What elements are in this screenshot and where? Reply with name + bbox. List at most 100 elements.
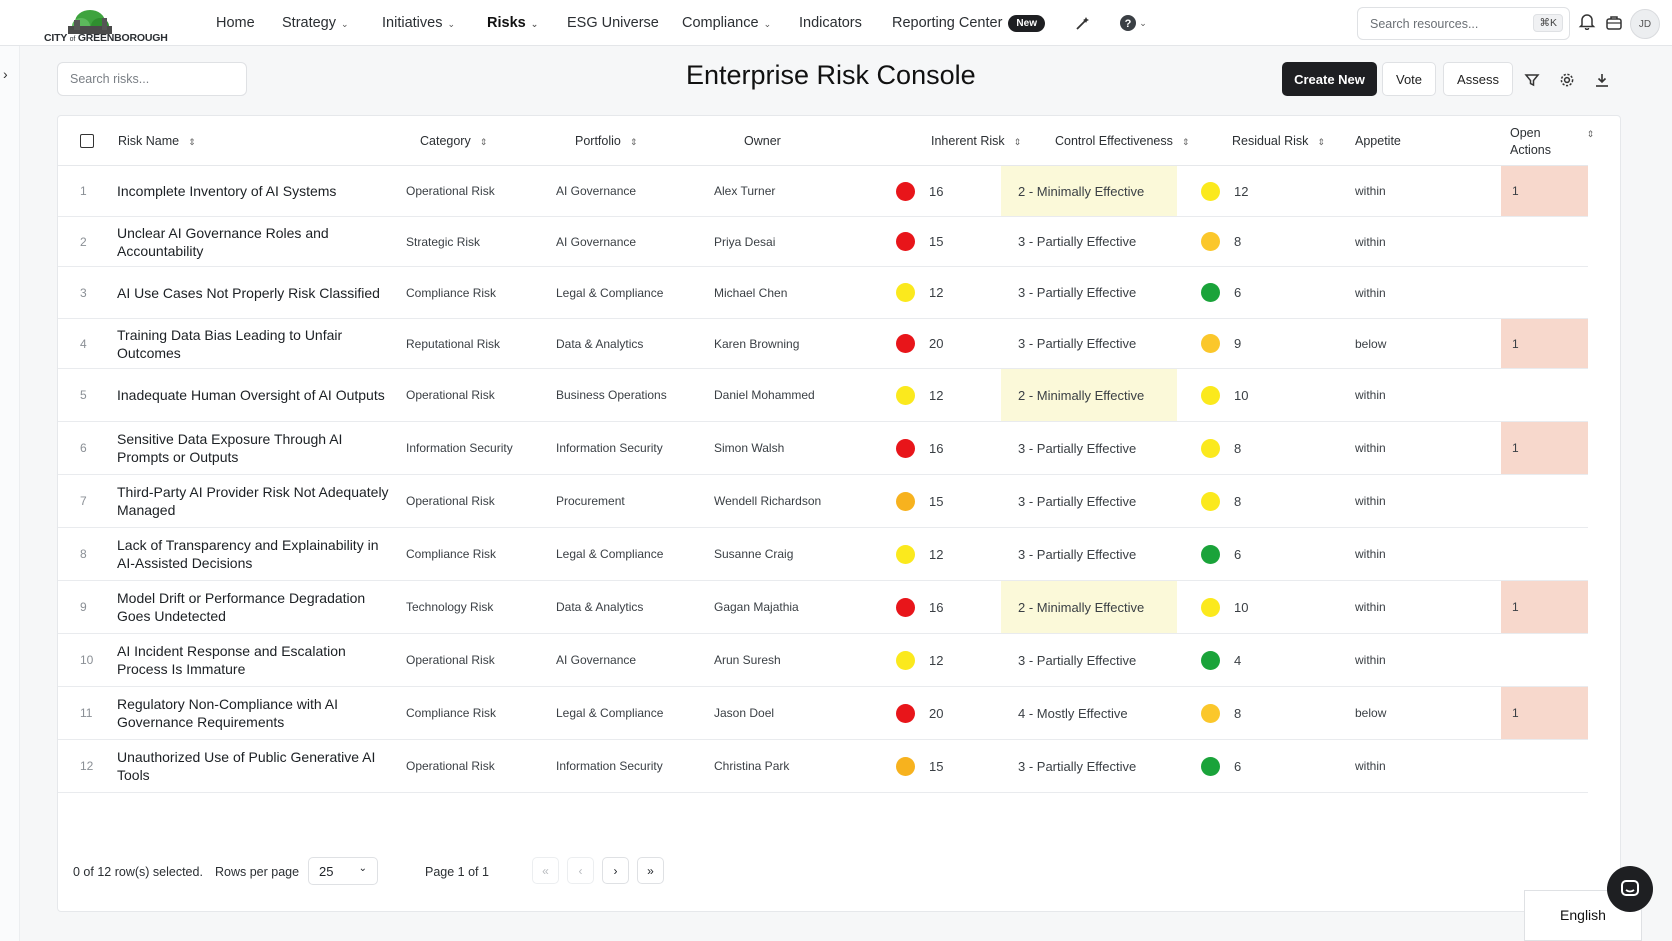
control-effectiveness: 2 - Minimally Effective <box>1001 166 1177 216</box>
column-control-effectiveness[interactable]: Control Effectiveness ⇕ <box>1055 134 1189 148</box>
sort-icon[interactable]: ⇕ <box>1182 137 1190 147</box>
risk-level-dot <box>896 334 915 353</box>
table-row[interactable]: 8 Lack of Transparency and Explainability… <box>58 528 1588 581</box>
risk-category: Compliance Risk <box>406 267 556 318</box>
next-page-button[interactable]: › <box>602 857 629 884</box>
table-row[interactable]: 4 Training Data Bias Leading to Unfair Ou… <box>58 319 1588 369</box>
nav-indicators[interactable]: Indicators <box>799 15 862 31</box>
nav-esg-universe[interactable]: ESG Universe <box>567 15 659 31</box>
row-index: 11 <box>80 687 100 739</box>
resource-search-input[interactable]: Search resources... ⌘K <box>1357 7 1570 40</box>
rows-per-page-label: Rows per page <box>215 865 299 879</box>
open-actions-count[interactable] <box>1501 528 1588 580</box>
user-avatar[interactable]: JD <box>1630 9 1660 39</box>
open-actions-count[interactable] <box>1501 369 1588 421</box>
open-actions-count[interactable] <box>1501 634 1588 686</box>
chat-button[interactable] <box>1607 866 1653 912</box>
residual-risk-score: 8 <box>1201 217 1301 266</box>
help-icon[interactable]: ? ⌄ <box>1118 13 1148 33</box>
briefcase-icon[interactable] <box>1604 13 1624 33</box>
table-row[interactable]: 2 Unclear AI Governance Roles and Account… <box>58 217 1588 267</box>
inherent-risk-score: 16 <box>896 581 996 633</box>
risk-name-link[interactable]: Third-Party AI Provider Risk Not Adequat… <box>117 475 389 527</box>
sort-icon[interactable]: ⇕ <box>630 137 638 147</box>
column-portfolio[interactable]: Portfolio ⇕ <box>575 134 637 148</box>
inherent-risk-score: 16 <box>896 422 996 474</box>
filter-icon[interactable] <box>1522 70 1542 90</box>
risk-name-link[interactable]: Lack of Transparency and Explainability … <box>117 528 389 580</box>
nav-compliance[interactable]: Compliance ⌄ <box>682 15 771 31</box>
nav-risks[interactable]: Risks ⌄ <box>487 15 538 31</box>
open-actions-count[interactable]: 1 <box>1501 422 1588 474</box>
risk-name-link[interactable]: Inadequate Human Oversight of AI Outputs <box>117 369 389 421</box>
city-logo[interactable]: CITY of GREENBOROUGH <box>44 4 144 44</box>
inherent-risk-score: 12 <box>896 369 996 421</box>
risk-name-link[interactable]: Unclear AI Governance Roles and Accounta… <box>117 217 389 266</box>
first-page-button[interactable]: « <box>532 857 559 884</box>
table-row[interactable]: 6 Sensitive Data Exposure Through AI Prom… <box>58 422 1588 475</box>
risk-name-link[interactable]: Regulatory Non-Compliance with AI Govern… <box>117 687 389 739</box>
column-risk-name[interactable]: Risk Name ⇕ <box>118 134 196 148</box>
risk-search-input[interactable]: Search risks... <box>57 62 247 96</box>
risk-name-link[interactable]: Incomplete Inventory of AI Systems <box>117 166 389 216</box>
select-all-checkbox[interactable] <box>80 134 94 148</box>
open-actions-count[interactable] <box>1501 267 1588 318</box>
column-residual-risk[interactable]: Residual Risk ⇕ <box>1232 134 1325 148</box>
residual-risk-score: 4 <box>1201 634 1301 686</box>
control-effectiveness: 4 - Mostly Effective <box>1001 687 1177 739</box>
open-actions-count[interactable]: 1 <box>1501 581 1588 633</box>
vote-button[interactable]: Vote <box>1382 62 1436 96</box>
column-inherent-risk[interactable]: Inherent Risk ⇕ <box>931 134 1021 148</box>
table-row[interactable]: 9 Model Drift or Performance Degradation … <box>58 581 1588 634</box>
risk-level-dot <box>896 386 915 405</box>
sort-icon[interactable]: ⇕ <box>1317 137 1325 147</box>
selection-status: 0 of 12 row(s) selected. <box>73 865 203 879</box>
residual-risk-score: 8 <box>1201 687 1301 739</box>
open-actions-count[interactable] <box>1501 217 1588 266</box>
last-page-button[interactable]: » <box>637 857 664 884</box>
open-actions-count[interactable] <box>1501 475 1588 527</box>
table-row[interactable]: 3 AI Use Cases Not Properly Risk Classifi… <box>58 267 1588 319</box>
nav-home[interactable]: Home <box>216 15 255 31</box>
sort-icon[interactable]: ⇕ <box>188 137 196 147</box>
open-actions-count[interactable]: 1 <box>1501 319 1588 368</box>
sidebar-expand-icon[interactable]: › <box>3 66 17 84</box>
residual-risk-score: 10 <box>1201 369 1301 421</box>
previous-page-button[interactable]: ‹ <box>567 857 594 884</box>
risk-name-link[interactable]: Training Data Bias Leading to Unfair Out… <box>117 319 389 368</box>
table-row[interactable]: 11 Regulatory Non-Compliance with AI Gove… <box>58 687 1588 740</box>
risk-name-link[interactable]: AI Incident Response and Escalation Proc… <box>117 634 389 686</box>
open-actions-count[interactable]: 1 <box>1501 166 1588 216</box>
nav-initiatives[interactable]: Initiatives ⌄ <box>382 15 455 31</box>
risk-name-link[interactable]: Unauthorized Use of Public Generative AI… <box>117 740 389 792</box>
open-actions-count[interactable]: 1 <box>1501 687 1588 739</box>
table-row[interactable]: 5 Inadequate Human Oversight of AI Output… <box>58 369 1588 422</box>
table-row[interactable]: 1 Incomplete Inventory of AI Systems Opera… <box>58 166 1588 217</box>
risk-portfolio: AI Governance <box>556 634 726 686</box>
row-index: 8 <box>80 528 100 580</box>
open-actions-count[interactable] <box>1501 740 1588 792</box>
download-icon[interactable] <box>1592 70 1612 90</box>
settings-gear-icon[interactable] <box>1557 70 1577 90</box>
risk-name-link[interactable]: AI Use Cases Not Properly Risk Classifie… <box>117 267 389 318</box>
table-row[interactable]: 7 Third-Party AI Provider Risk Not Adequa… <box>58 475 1588 528</box>
risk-name-link[interactable]: Sensitive Data Exposure Through AI Promp… <box>117 422 389 474</box>
table-row[interactable]: 10 AI Incident Response and Escalation Pr… <box>58 634 1588 687</box>
magic-wand-icon[interactable] <box>1073 13 1093 33</box>
sort-icon[interactable]: ⇕ <box>1587 129 1595 139</box>
table-row[interactable]: 12 Unauthorized Use of Public Generative … <box>58 740 1588 793</box>
nav-reporting-center[interactable]: Reporting Center New <box>892 15 1045 32</box>
risk-name-link[interactable]: Model Drift or Performance Degradation G… <box>117 581 389 633</box>
nav-strategy[interactable]: Strategy ⌄ <box>282 15 349 31</box>
assess-button[interactable]: Assess <box>1443 62 1513 96</box>
chevron-down-icon: ⌄ <box>531 19 539 29</box>
create-new-button[interactable]: Create New <box>1282 62 1377 96</box>
column-open-actions[interactable]: Open ⇕ Actions <box>1510 125 1594 158</box>
sort-icon[interactable]: ⇕ <box>1014 137 1022 147</box>
sort-icon[interactable]: ⇕ <box>480 137 488 147</box>
rows-per-page-select[interactable]: 25 ⌄ <box>308 857 378 885</box>
bell-icon[interactable] <box>1577 11 1597 31</box>
risk-level-dot <box>1201 651 1220 670</box>
risk-category: Operational Risk <box>406 369 556 421</box>
column-category[interactable]: Category ⇕ <box>420 134 487 148</box>
